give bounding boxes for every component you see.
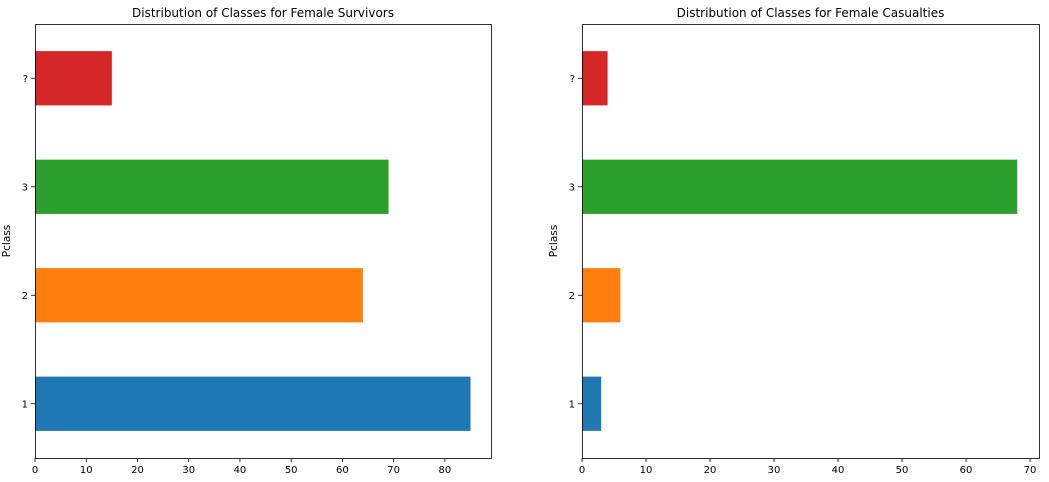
x-tick-label-survivors-8: 80 — [439, 465, 452, 476]
chart-survivors: 0 10 20 30 40 50 60 70 80 1 2 3? Distribution of Cla… — [1, 6, 492, 476]
x-tick-label-casualties-3: 30 — [768, 465, 781, 476]
bar-survivors-0 — [35, 376, 471, 431]
x-tick-label-survivors-6: 60 — [336, 465, 349, 476]
plot-frame-survivors — [35, 24, 492, 459]
y-tick-label-casualties-0: 1 — [569, 399, 575, 410]
y-tick-label-casualties-3: ? — [570, 74, 575, 85]
x-tick-label-casualties-6: 60 — [960, 465, 973, 476]
x-tick-label-survivors-1: 10 — [80, 465, 93, 476]
x-tick-label-casualties-1: 10 — [640, 465, 653, 476]
x-tick-label-casualties-4: 40 — [832, 465, 845, 476]
chart-title-survivors: Distribution of Classes for Female Survi… — [132, 6, 394, 20]
x-tick-label-survivors-4: 40 — [234, 465, 247, 476]
y-tick-label-casualties-2: 3 — [569, 182, 575, 193]
x-tick-label-casualties-2: 20 — [704, 465, 717, 476]
x-tick-label-survivors-5: 50 — [285, 465, 298, 476]
bar-casualties-3 — [582, 51, 608, 106]
y-axis-label-survivors: Pclass — [1, 225, 13, 257]
bar-casualties-1 — [582, 268, 621, 323]
bar-casualties-0 — [582, 376, 602, 431]
chart-title-casualties: Distribution of Classes for Female Casua… — [677, 6, 945, 20]
x-tick-label-survivors-2: 20 — [131, 465, 144, 476]
x-tick-label-survivors-0: 0 — [32, 465, 38, 476]
x-tick-label-casualties-5: 50 — [896, 465, 909, 476]
bar-survivors-3 — [35, 51, 112, 106]
x-tick-label-survivors-7: 70 — [387, 465, 400, 476]
y-tick-label-survivors-1: 2 — [22, 291, 28, 302]
bar-survivors-1 — [35, 268, 363, 323]
y-tick-label-survivors-0: 1 — [22, 399, 28, 410]
chart-casualties: 0 10 20 30 40 50 60 70 1 2 3? Distribution of Class… — [548, 6, 1040, 476]
x-tick-label-casualties-7: 70 — [1024, 465, 1037, 476]
plot-frame-casualties — [582, 24, 1040, 459]
y-tick-label-casualties-1: 2 — [569, 291, 575, 302]
x-tick-label-casualties-0: 0 — [579, 465, 585, 476]
y-tick-label-survivors-2: 3 — [22, 182, 28, 193]
y-axis-label-casualties: Pclass — [548, 225, 560, 257]
bar-survivors-2 — [35, 159, 389, 214]
x-tick-label-survivors-3: 30 — [182, 465, 195, 476]
bar-casualties-2 — [582, 159, 1018, 214]
y-tick-label-survivors-3: ? — [23, 74, 28, 85]
